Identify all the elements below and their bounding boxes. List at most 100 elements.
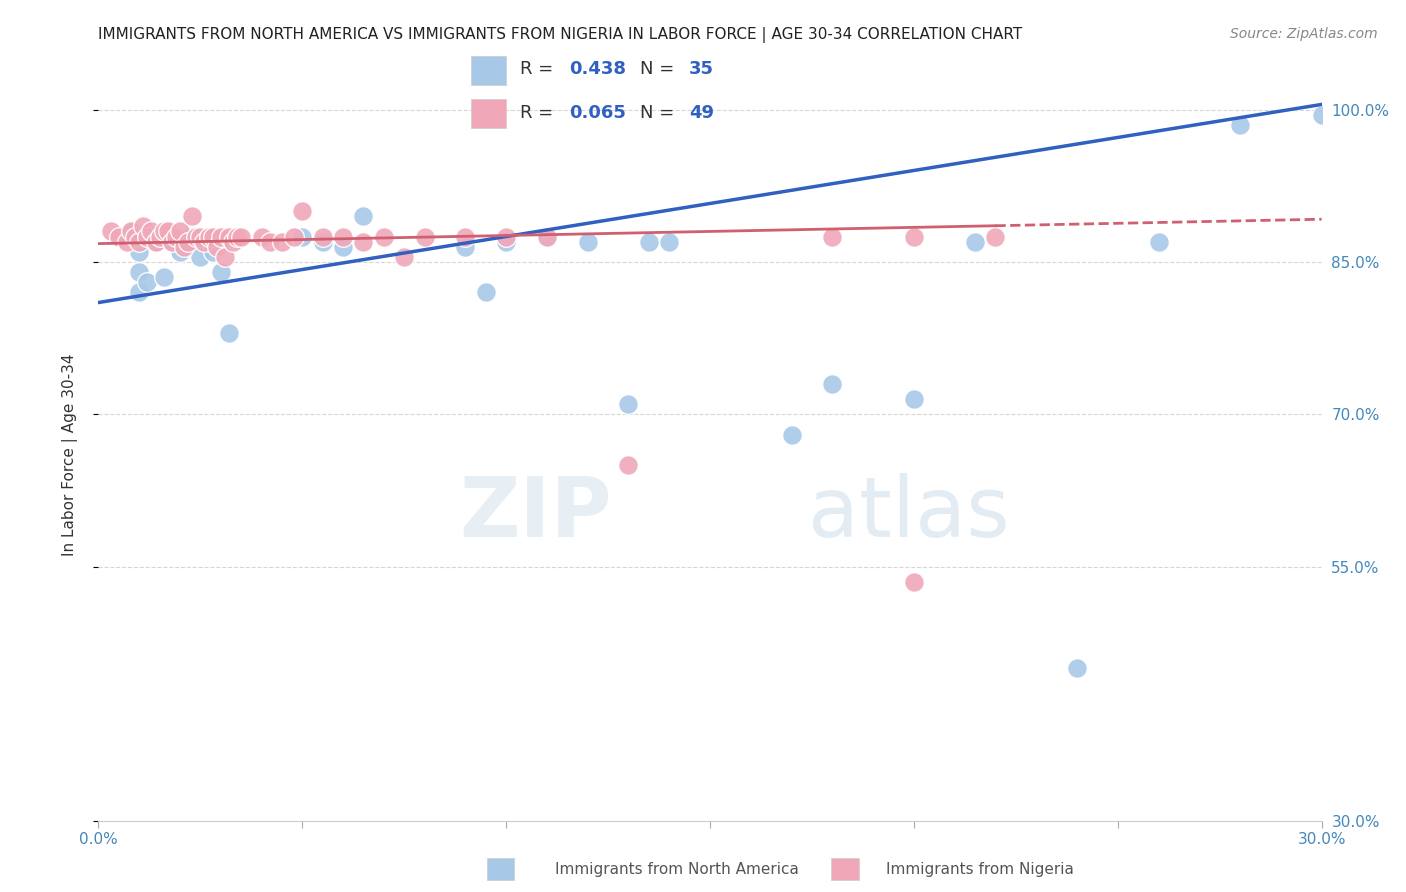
Text: Immigrants from Nigeria: Immigrants from Nigeria (886, 863, 1074, 877)
Point (291, 229, 314, 244)
Point (100, 224, 122, 238)
Text: R =: R = (520, 103, 560, 121)
Point (108, 229, 131, 244)
Point (250, 229, 273, 244)
Point (152, 270, 174, 285)
FancyBboxPatch shape (471, 56, 506, 85)
Point (193, 235, 215, 249)
Point (821, 376, 844, 391)
Point (617, 397, 640, 411)
Point (454, 229, 477, 244)
Point (145, 235, 167, 249)
Point (136, 229, 159, 244)
Point (152, 224, 174, 238)
Point (291, 204, 314, 219)
Point (413, 229, 436, 244)
Point (128, 235, 150, 249)
Point (218, 229, 240, 244)
Point (177, 235, 200, 249)
Point (115, 235, 138, 249)
Text: R =: R = (520, 60, 560, 78)
Point (259, 235, 281, 249)
Point (1229, 118, 1251, 132)
Text: atlas: atlas (808, 473, 1010, 554)
Text: 49: 49 (689, 103, 714, 121)
Point (128, 285, 150, 300)
Point (373, 229, 395, 244)
Point (780, 427, 803, 442)
Point (222, 235, 245, 249)
Text: 0.438: 0.438 (569, 60, 627, 78)
Text: ZIP: ZIP (460, 473, 612, 554)
Point (1066, 661, 1088, 675)
Point (188, 250, 212, 264)
Text: IMMIGRANTS FROM NORTH AMERICA VS IMMIGRANTS FROM NIGERIA IN LABOR FORCE | AGE 30: IMMIGRANTS FROM NORTH AMERICA VS IMMIGRA… (98, 27, 1022, 43)
Point (312, 229, 335, 244)
Point (132, 219, 155, 234)
Point (169, 244, 191, 259)
Point (312, 235, 335, 249)
Point (205, 240, 228, 254)
Point (201, 229, 224, 244)
Point (124, 229, 146, 244)
Point (617, 458, 640, 472)
Point (149, 229, 172, 244)
Point (283, 229, 305, 244)
Point (173, 240, 195, 254)
Point (474, 285, 498, 300)
Point (903, 574, 925, 589)
Point (120, 224, 142, 238)
Point (903, 229, 925, 244)
Point (638, 235, 661, 249)
Point (108, 229, 131, 244)
Point (141, 224, 163, 238)
FancyBboxPatch shape (486, 857, 515, 880)
Point (454, 240, 477, 254)
Point (156, 224, 179, 238)
Point (270, 235, 294, 249)
Point (332, 240, 354, 254)
Text: N =: N = (640, 60, 679, 78)
Point (984, 229, 1007, 244)
Point (903, 392, 925, 406)
Point (392, 250, 416, 264)
Point (145, 235, 167, 249)
Point (352, 235, 374, 249)
Point (658, 235, 681, 249)
Point (576, 235, 599, 249)
Point (209, 229, 232, 244)
Point (128, 244, 150, 259)
Point (160, 235, 183, 249)
FancyBboxPatch shape (471, 99, 506, 128)
FancyBboxPatch shape (831, 857, 859, 880)
Text: Immigrants from North America: Immigrants from North America (555, 863, 799, 877)
Point (120, 224, 142, 238)
Point (160, 235, 183, 249)
Text: 35: 35 (689, 60, 714, 78)
Point (495, 229, 517, 244)
Point (136, 275, 159, 289)
Text: 0.065: 0.065 (569, 103, 626, 121)
Point (226, 229, 249, 244)
Point (352, 209, 374, 223)
Text: N =: N = (640, 103, 679, 121)
Point (231, 229, 253, 244)
Point (1147, 235, 1170, 249)
Point (332, 229, 354, 244)
Point (821, 229, 844, 244)
Point (169, 224, 191, 238)
Point (165, 229, 187, 244)
Point (201, 244, 224, 259)
Y-axis label: In Labor Force | Age 30-34: In Labor Force | Age 30-34 (62, 353, 77, 557)
Point (197, 229, 219, 244)
Point (188, 229, 212, 244)
Point (181, 209, 204, 223)
Point (536, 229, 558, 244)
Point (209, 265, 232, 279)
Point (1310, 107, 1333, 121)
Point (214, 250, 236, 264)
Point (536, 229, 558, 244)
Point (177, 229, 200, 244)
Point (186, 229, 208, 244)
Point (128, 265, 150, 279)
